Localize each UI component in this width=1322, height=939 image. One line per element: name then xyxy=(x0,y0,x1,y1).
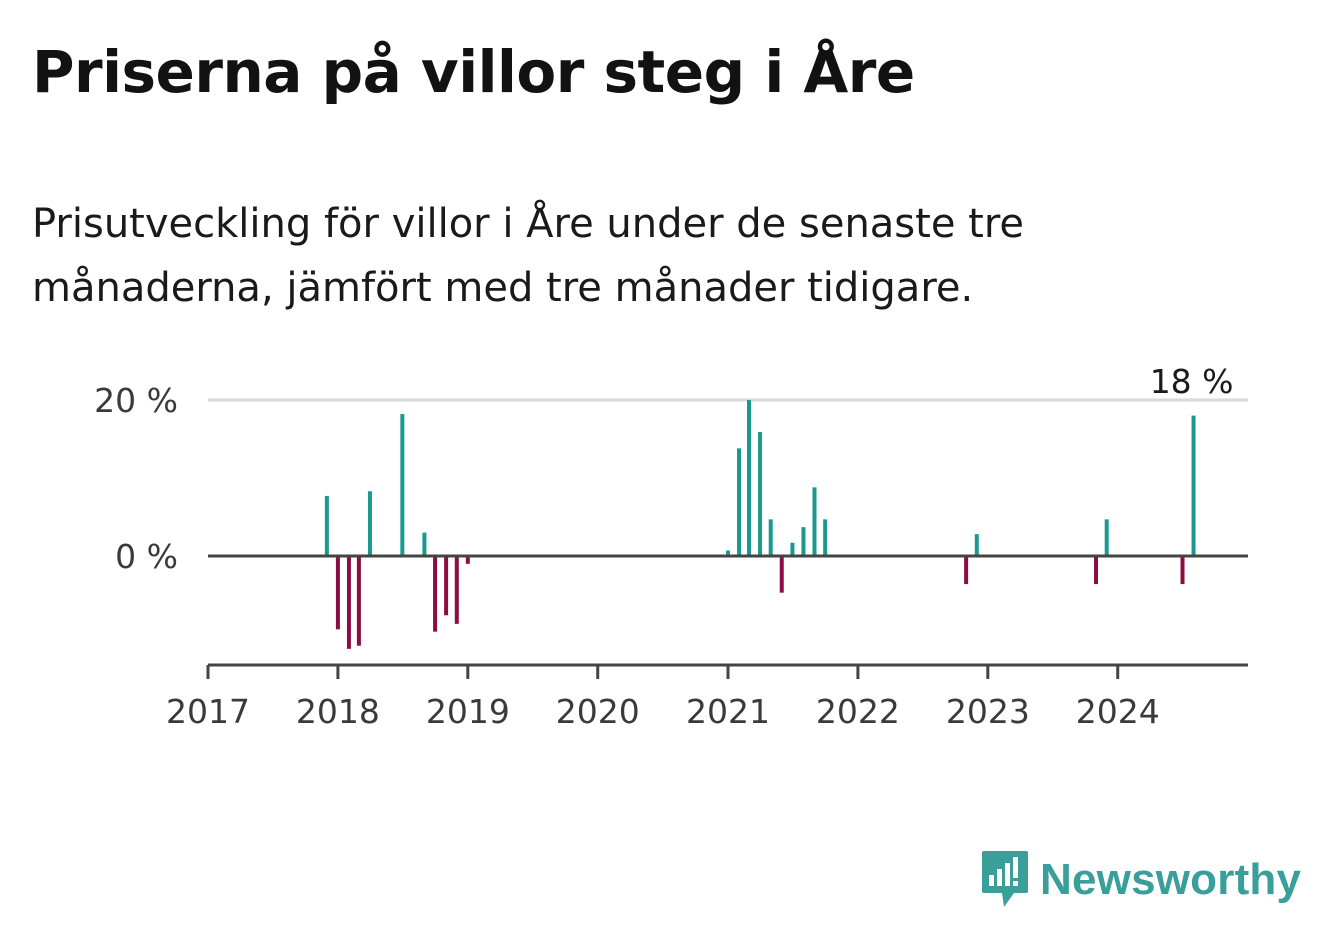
x-tick-label: 2020 xyxy=(556,692,640,731)
bar-positive xyxy=(367,491,372,556)
bar-positive xyxy=(974,534,979,556)
bar-positive xyxy=(746,400,751,556)
bar-negative xyxy=(335,556,340,630)
bar-positive xyxy=(1104,519,1109,556)
bar-negative xyxy=(465,556,470,564)
x-tick-label: 2018 xyxy=(296,692,380,731)
x-tick-label: 2019 xyxy=(426,692,510,731)
x-tick-label: 2021 xyxy=(686,692,770,731)
bar-negative xyxy=(444,556,449,616)
bar-negative xyxy=(1180,556,1185,585)
bar-positive xyxy=(768,519,773,556)
x-tick-label: 2023 xyxy=(946,692,1030,731)
bar-positive xyxy=(758,431,763,556)
bar-positive xyxy=(812,487,817,556)
axis-layer xyxy=(206,554,1248,679)
newsworthy-logo-icon xyxy=(982,851,1028,907)
bar-negative xyxy=(1094,556,1099,585)
x-tick-label: 2017 xyxy=(166,692,250,731)
bar-chart: 0 % 20 % 2017 2018 2019 2020 2021 2022 2023 2024 1… xyxy=(94,358,1248,731)
newsworthy-logo: Newsworthy xyxy=(980,848,1301,912)
bar-negative xyxy=(433,556,438,632)
bar-layer xyxy=(324,400,1196,649)
x-tick-label: 2022 xyxy=(816,692,900,731)
bar-positive xyxy=(324,495,329,556)
bar-negative xyxy=(964,556,969,585)
y-tick-label: 0 % xyxy=(115,537,178,576)
brand-name: Newsworthy xyxy=(1040,855,1302,904)
bar-positive xyxy=(823,519,828,556)
bar-positive xyxy=(726,550,730,556)
bar-positive xyxy=(1191,415,1196,556)
chart-subtitle: Prisutveckling för villor i Åre under de… xyxy=(32,201,1025,311)
x-tick-label: 2024 xyxy=(1076,692,1160,731)
bar-positive xyxy=(801,527,806,556)
bar-negative xyxy=(356,556,361,646)
bar-positive xyxy=(737,448,742,556)
chart-title: Priserna på villor steg i Åre xyxy=(32,38,915,106)
y-tick-label: 20 % xyxy=(94,381,178,420)
bar-positive xyxy=(422,532,427,556)
annotation-label: 18 % xyxy=(1150,362,1234,401)
bar-negative xyxy=(346,556,351,649)
label-layer: 0 % 20 % 2017 2018 2019 2020 2021 2022 2023 2024 1… xyxy=(94,358,1237,731)
bar-positive xyxy=(790,542,795,556)
bar-positive xyxy=(400,414,405,556)
bar-negative xyxy=(454,556,459,624)
bar-negative xyxy=(779,556,784,593)
